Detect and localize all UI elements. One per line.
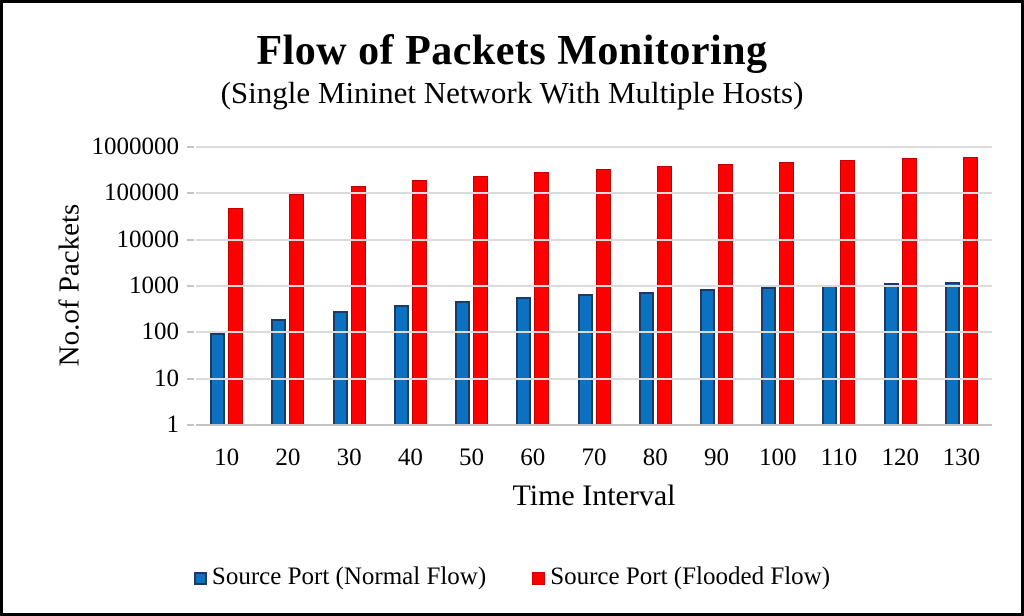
x-axis-tick-label-130: 130 xyxy=(942,444,981,471)
x-axis-tick-label-20: 20 xyxy=(275,444,301,471)
bar-group-110 xyxy=(808,148,869,426)
bar-group-60 xyxy=(502,148,563,426)
bar-group-40 xyxy=(380,148,441,426)
bar-normal-20 xyxy=(271,319,287,426)
y-axis-tick-label-100000: 100000 xyxy=(104,179,179,207)
y-axis-tick-label-100: 100 xyxy=(141,318,180,346)
y-axis-tick-label-10000: 10000 xyxy=(116,225,180,253)
bar-flooded-20 xyxy=(289,194,305,426)
bar-normal-130 xyxy=(944,281,960,426)
bar-normal-110 xyxy=(822,285,838,426)
bar-normal-10 xyxy=(210,333,226,426)
bar-flooded-60 xyxy=(534,172,550,426)
y-axis-tick-10000 xyxy=(187,238,194,241)
y-axis-tick-10 xyxy=(187,377,194,380)
bar-groups xyxy=(196,148,992,426)
gridline-100 xyxy=(196,331,992,334)
bar-flooded-80 xyxy=(656,166,672,426)
bar-group-10 xyxy=(196,148,257,426)
y-axis-tick-label-1000000: 1000000 xyxy=(91,133,180,160)
x-axis-tick-labels: 10 20 30 40 50 60 70 80 90 100 110 120 130 xyxy=(196,444,992,472)
bar-group-30 xyxy=(318,148,379,426)
bar-flooded-30 xyxy=(350,186,366,426)
bar-flooded-130 xyxy=(962,156,978,426)
bar-normal-80 xyxy=(638,291,654,426)
bar-group-20 xyxy=(257,148,318,426)
bar-group-120 xyxy=(870,148,931,426)
bar-normal-50 xyxy=(455,300,471,426)
legend-item-normal-flow: Source Port (Normal Flow) xyxy=(193,563,487,591)
bar-normal-60 xyxy=(516,297,532,426)
bar-flooded-120 xyxy=(901,158,917,426)
legend-swatch-icon xyxy=(532,571,546,585)
x-axis-tick-label-100: 100 xyxy=(758,444,797,471)
gridline-100000 xyxy=(196,192,992,195)
bar-normal-40 xyxy=(393,305,409,426)
plot-area xyxy=(187,146,992,426)
gridline-1 xyxy=(196,424,992,426)
y-axis-tick-1 xyxy=(187,424,194,426)
chart-canvas: Flow of Packets Monitoring (Single Minin… xyxy=(3,3,1021,613)
y-axis-tick-label-1000: 1000 xyxy=(129,272,179,299)
gridline-10 xyxy=(196,377,992,380)
legend-item-flooded-flow: Source Port (Flooded Flow) xyxy=(532,563,830,591)
bar-flooded-10 xyxy=(228,208,244,426)
bar-group-50 xyxy=(441,148,502,426)
bar-flooded-70 xyxy=(595,169,611,426)
bar-group-70 xyxy=(563,148,624,426)
bar-normal-30 xyxy=(332,311,348,426)
bar-normal-120 xyxy=(883,283,899,426)
bar-flooded-50 xyxy=(473,175,489,426)
x-axis-tick-label-110: 110 xyxy=(820,444,858,471)
x-axis-tick-label-80: 80 xyxy=(642,444,668,471)
y-axis-tick-label-1: 1 xyxy=(166,411,180,438)
legend-label: Source Port (Flooded Flow) xyxy=(550,563,831,590)
bar-group-100 xyxy=(747,148,808,426)
legend-label: Source Port (Normal Flow) xyxy=(211,563,487,590)
bar-flooded-110 xyxy=(840,160,856,426)
bar-flooded-40 xyxy=(411,180,427,426)
gridline-10000 xyxy=(196,238,992,241)
x-axis-tick-label-90: 90 xyxy=(703,444,729,471)
x-axis-tick-label-50: 50 xyxy=(459,444,485,471)
x-axis-tick-label-120: 120 xyxy=(881,444,919,471)
y-axis-tick-1000 xyxy=(187,285,194,287)
chart-subtitle: (Single Mininet Network With Multiple Ho… xyxy=(220,75,804,110)
bar-group-130 xyxy=(931,148,992,426)
x-axis-tick-label-30: 30 xyxy=(336,444,362,471)
bar-flooded-100 xyxy=(779,161,795,426)
y-axis-tick-100000 xyxy=(187,192,194,195)
legend-swatch-icon xyxy=(193,571,207,585)
bar-group-80 xyxy=(625,148,686,426)
y-axis-tick-1000000 xyxy=(187,146,194,148)
bar-normal-70 xyxy=(577,294,593,426)
x-axis-title: Time Interval xyxy=(512,479,676,512)
y-axis-tick-100 xyxy=(187,331,194,334)
bar-normal-90 xyxy=(699,289,715,426)
gridline-1000000 xyxy=(196,146,992,148)
x-axis-tick-label-70: 70 xyxy=(581,444,607,471)
x-axis-tick-label-60: 60 xyxy=(520,444,546,471)
x-axis-tick-label-10: 10 xyxy=(214,444,240,471)
x-axis-tick-label-40: 40 xyxy=(397,444,423,471)
y-axis-tick-label-10: 10 xyxy=(154,364,179,392)
chart-title: Flow of Packets Monitoring xyxy=(256,28,768,74)
legend: Source Port (Normal Flow) Source Port (Fl… xyxy=(3,563,1021,591)
bar-flooded-90 xyxy=(717,164,733,426)
bar-normal-100 xyxy=(761,287,777,426)
bar-group-90 xyxy=(686,148,747,426)
gridline-1000 xyxy=(196,285,992,287)
